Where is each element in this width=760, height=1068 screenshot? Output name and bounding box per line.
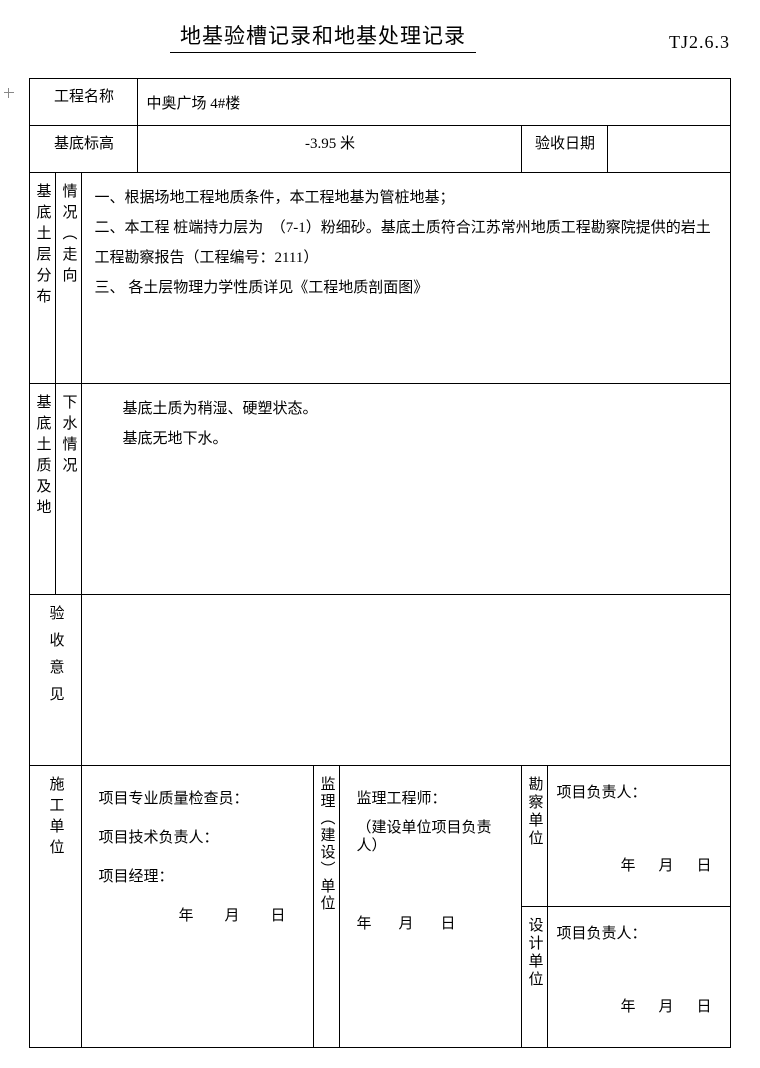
sig-c-l2: 项目技术负责人： [98,819,303,858]
side-supervision-unit: 监理︵建设︶单位 [316,776,337,912]
sig-s-l2: （建设单位项目负责人） [356,819,511,855]
side-soil-dist-2: 情况︵走向 [58,183,79,288]
soil-line-2: 二、本工程 桩端持力层为 （7-1）粉细砂。基底土质符合江苏常州地质工程勘察院提… [94,213,717,273]
soil-line-3: 三、 各土层物理力学性质详见《工程地质剖面图》 [94,273,717,303]
sig-design: 项目负责人： 年 月 日 [548,907,730,1048]
content-soil-dist: 一、根据场地工程地质条件，本工程地基为管桩地基； 二、本工程 桩端持力层为 （7… [82,173,730,384]
label-accept-date: 验收日期 [522,126,608,173]
content-opinion [82,595,730,766]
side-water-2: 下水情况 [58,394,79,478]
value-elevation: -3.95 米 [138,126,522,173]
corner-mark [4,88,14,98]
row-soil-distribution: 基底土层分布 情况︵走向 一、根据场地工程地质条件，本工程地基为管桩地基； 二、… [30,173,730,384]
sig-c-date: 年 月 日 [98,897,303,936]
soil-line-1: 一、根据场地工程地质条件，本工程地基为管桩地基； [94,183,717,213]
side-survey-unit: 勘察单位 [524,776,545,848]
side-opinion: 验收意见 [45,605,66,713]
side-construction-unit: 施工单位 [45,776,66,860]
row-groundwater: 基底土质及地 下水情况 基底土质为稍湿、硬塑状态。 基底无地下水。 [30,384,730,595]
sig-supervision: 监理工程师： （建设单位项目负责人） 年 月 日 [340,766,522,1048]
label-elevation: 基底标高 [30,126,138,173]
doc-title: 地基验槽记录和地基处理记录 [170,20,476,53]
row-acceptance-opinion: 验收意见 [30,595,730,766]
sig-sv-date: 年 月 日 [556,847,721,886]
side-design-unit: 设计单位 [524,917,545,989]
value-accept-date [608,126,730,173]
row-project-name: 工程名称 中奥广场 4#楼 [30,79,730,126]
sig-d-date: 年 月 日 [556,988,721,1027]
sig-c-l3: 项目经理： [98,858,303,897]
doc-number: TJ2.6.3 [669,32,730,53]
side-soil-dist-1: 基底土层分布 [32,183,53,309]
sig-survey: 项目负责人： 年 月 日 [548,766,730,907]
water-line-1: 基底土质为稍湿、硬塑状态。 [122,394,717,424]
value-project-name: 中奥广场 4#楼 [138,79,730,126]
form-table: 工程名称 中奥广场 4#楼 基底标高 -3.95 米 验收日期 基底土层分布 情… [29,78,730,1048]
water-line-2: 基底无地下水。 [122,424,717,454]
content-water: 基底土质为稍湿、硬塑状态。 基底无地下水。 [82,384,730,595]
sig-d-l1: 项目负责人： [556,915,721,954]
side-water-1: 基底土质及地 [32,394,53,520]
sig-s-l1: 监理工程师： [356,780,511,819]
sig-s-date: 年 月 日 [356,905,511,944]
header: 地基验槽记录和地基处理记录 TJ2.6.3 [20,20,740,53]
row-elevation: 基底标高 -3.95 米 验收日期 [30,126,730,173]
label-project-name: 工程名称 [30,79,138,126]
row-signatures-top: 施工单位 项目专业质量检查员： 项目技术负责人： 项目经理： 年 月 日 监理︵… [30,766,730,907]
sig-sv-l1: 项目负责人： [556,774,721,813]
sig-construction: 项目专业质量检查员： 项目技术负责人： 项目经理： 年 月 日 [82,766,314,1048]
sig-c-l1: 项目专业质量检查员： [98,780,303,819]
